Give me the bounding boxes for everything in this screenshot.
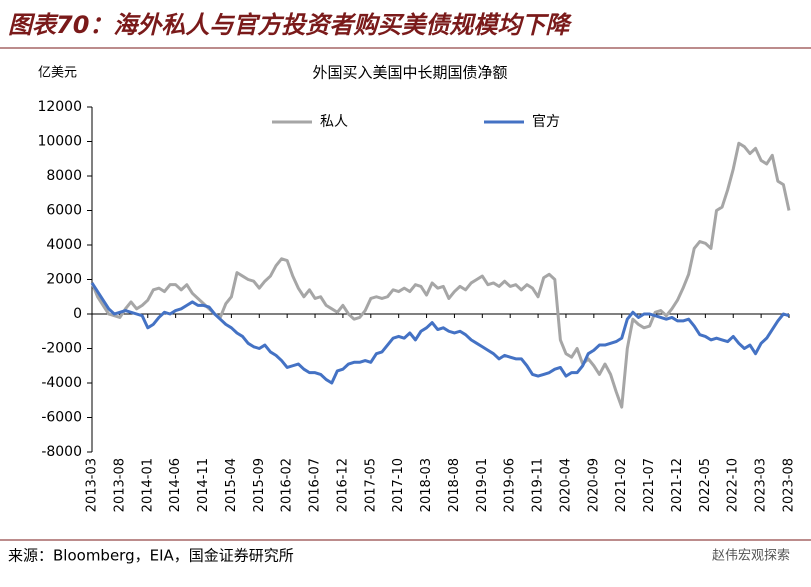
x-tick-label: 2015-04 <box>224 458 239 512</box>
y-tick-label: -4000 <box>41 375 82 391</box>
x-tick-label: 2013-08 <box>112 458 127 512</box>
x-tick-label: 2017-05 <box>363 458 378 512</box>
page-title: 图表70：海外私人与官方投资者购买美债规模均下降 <box>8 11 572 39</box>
y-axis-unit: 亿美元 <box>38 66 77 81</box>
x-tick-label: 2021-02 <box>614 458 629 512</box>
x-tick-label: 2016-02 <box>280 458 295 512</box>
x-tick-label: 2014-06 <box>168 458 183 512</box>
x-tick-label: 2019-01 <box>475 458 490 512</box>
x-tick-label: 2018-03 <box>419 458 434 512</box>
x-tick-label: 2018-08 <box>447 458 462 512</box>
x-tick-label: 2014-01 <box>140 458 155 512</box>
x-tick-label: 2020-09 <box>586 458 601 512</box>
x-tick-label: 2021-07 <box>642 458 657 512</box>
x-tick-label: 2019-11 <box>531 458 546 512</box>
x-tick-label: 2021-12 <box>670 458 685 512</box>
x-tick-label: 2019-06 <box>503 458 518 512</box>
x-tick-label: 2022-05 <box>698 458 713 512</box>
y-tick-label: -2000 <box>41 341 82 357</box>
series-line <box>90 282 790 385</box>
x-tick-label: 2020-04 <box>558 458 573 512</box>
x-tick-label: 2016-07 <box>308 458 323 512</box>
x-tick-label: 2022-10 <box>726 458 741 512</box>
y-tick-label: 4000 <box>46 237 82 253</box>
y-tick-label: 0 <box>73 306 82 322</box>
x-tick-label: 2017-10 <box>391 458 406 512</box>
legend-label: 官方 <box>532 114 560 130</box>
legend-label: 私人 <box>320 114 348 130</box>
chart-title: 外国买入美国中长期国债净额 <box>312 64 507 82</box>
y-tick-label: 8000 <box>46 168 82 184</box>
x-tick-label: 2013-03 <box>85 458 100 512</box>
series-line <box>90 141 791 409</box>
x-tick-label: 2023-03 <box>754 458 769 512</box>
x-tick-label: 2023-08 <box>782 458 797 512</box>
y-tick-label: 6000 <box>46 203 82 219</box>
y-tick-label: -6000 <box>41 410 82 426</box>
y-tick-label: -8000 <box>41 444 82 460</box>
x-tick-label: 2014-11 <box>196 458 211 512</box>
x-tick-label: 2016-12 <box>335 458 350 512</box>
y-tick-label: 2000 <box>46 272 82 288</box>
y-tick-label: 12000 <box>37 99 82 115</box>
watermark: 赵伟宏观探索 <box>712 549 790 564</box>
x-tick-label: 2015-09 <box>252 458 267 512</box>
source: 来源：Bloomberg，EIA，国金证券研究所 <box>8 547 294 565</box>
y-tick-label: 10000 <box>37 134 82 150</box>
